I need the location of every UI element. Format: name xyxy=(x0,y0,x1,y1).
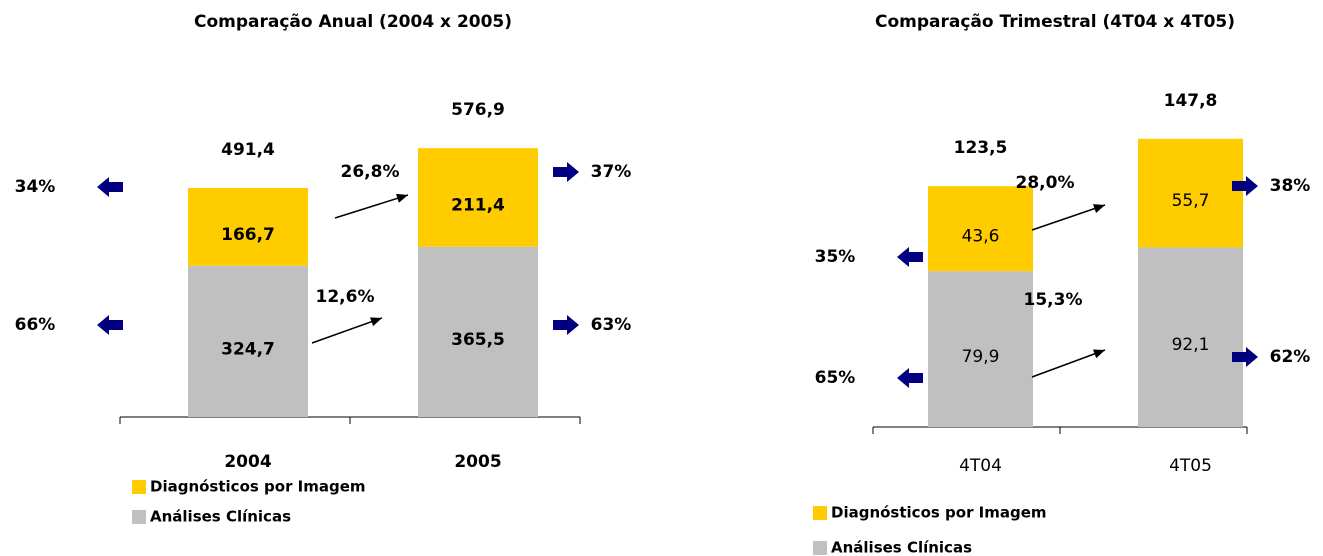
value-label: 324,7 xyxy=(221,339,275,359)
value-label: 79,9 xyxy=(962,347,1000,367)
bar-segment xyxy=(188,188,308,266)
total-label: 147,8 xyxy=(1164,91,1218,111)
share-arrow xyxy=(897,368,923,388)
value-label: 365,5 xyxy=(451,330,505,350)
share-arrow xyxy=(1232,176,1258,196)
share-arrow xyxy=(897,247,923,267)
share-label: 35% xyxy=(815,247,856,267)
value-label: 55,7 xyxy=(1172,191,1210,211)
bar-segment xyxy=(1138,138,1243,248)
growth-arrow xyxy=(334,194,409,219)
bar-segment xyxy=(928,271,1033,427)
x-tick-label: 4T05 xyxy=(1169,456,1212,476)
value-label: 211,4 xyxy=(451,195,505,215)
growth-arrow xyxy=(1031,349,1106,378)
x-tick-label: 2005 xyxy=(454,452,501,472)
growth-arrowhead xyxy=(396,193,408,203)
legend-swatch xyxy=(813,506,827,520)
x-tick-label: 2004 xyxy=(224,452,271,472)
share-arrow xyxy=(97,177,123,197)
growth-label: 26,8% xyxy=(341,162,400,182)
share-label: 37% xyxy=(591,162,632,182)
share-label: 63% xyxy=(591,315,632,335)
chart-title: Comparação Anual (2004 x 2005) xyxy=(194,12,512,32)
legend-swatch xyxy=(813,541,827,555)
total-label: 491,4 xyxy=(221,140,275,160)
growth-label: 15,3% xyxy=(1024,290,1083,310)
legend-label: Diagnósticos por Imagem xyxy=(150,478,366,496)
total-label: 576,9 xyxy=(451,100,505,120)
share-arrow xyxy=(1232,347,1258,367)
legend-label: Análises Clínicas xyxy=(831,539,972,556)
growth-arrowhead xyxy=(370,317,382,327)
total-label: 123,5 xyxy=(954,138,1008,158)
share-label: 34% xyxy=(15,177,56,197)
share-label: 38% xyxy=(1270,176,1311,196)
legend-label: Análises Clínicas xyxy=(150,508,291,526)
bar-segment xyxy=(928,186,1033,272)
legend-swatch xyxy=(132,480,146,494)
share-arrow xyxy=(553,162,579,182)
bar-segment xyxy=(418,148,538,247)
share-arrow xyxy=(97,315,123,335)
value-label: 92,1 xyxy=(1172,335,1210,355)
share-label: 65% xyxy=(815,368,856,388)
growth-arrow xyxy=(311,317,383,344)
growth-label: 28,0% xyxy=(1016,173,1075,193)
bar-segment xyxy=(418,246,538,417)
value-label: 166,7 xyxy=(221,225,275,245)
chart-title: Comparação Trimestral (4T04 x 4T05) xyxy=(875,12,1235,32)
growth-arrow xyxy=(1031,204,1106,231)
share-label: 66% xyxy=(15,315,56,335)
value-label: 43,6 xyxy=(962,227,1000,247)
growth-arrowhead xyxy=(1093,349,1105,359)
x-tick-label: 4T04 xyxy=(959,456,1002,476)
growth-label: 12,6% xyxy=(316,287,375,307)
legend-swatch xyxy=(132,510,146,524)
share-arrow xyxy=(553,315,579,335)
growth-arrowhead xyxy=(1093,204,1105,214)
bar-segment xyxy=(188,265,308,417)
bar-segment xyxy=(1138,247,1243,427)
share-label: 62% xyxy=(1270,347,1311,367)
legend-label: Diagnósticos por Imagem xyxy=(831,504,1047,522)
